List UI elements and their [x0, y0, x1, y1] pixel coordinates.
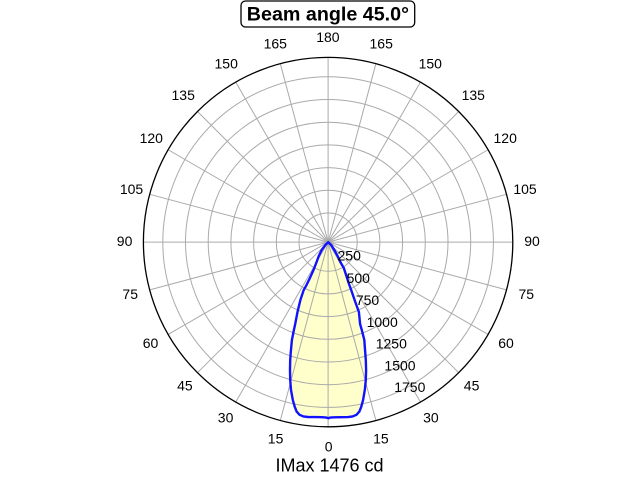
- svg-text:500: 500: [347, 270, 371, 286]
- svg-text:30: 30: [423, 409, 439, 425]
- svg-text:135: 135: [462, 87, 486, 103]
- svg-text:90: 90: [524, 233, 540, 249]
- svg-text:150: 150: [215, 55, 239, 71]
- svg-text:120: 120: [140, 130, 164, 146]
- svg-text:15: 15: [373, 431, 389, 447]
- svg-text:30: 30: [218, 409, 234, 425]
- svg-text:0: 0: [325, 439, 333, 455]
- svg-text:135: 135: [172, 87, 196, 103]
- svg-text:90: 90: [117, 233, 133, 249]
- svg-text:45: 45: [464, 377, 480, 393]
- svg-text:45: 45: [177, 377, 193, 393]
- svg-text:250: 250: [338, 247, 362, 263]
- svg-text:60: 60: [143, 335, 159, 351]
- svg-text:120: 120: [494, 130, 518, 146]
- svg-text:IMax 1476 cd: IMax 1476 cd: [275, 455, 383, 475]
- svg-text:165: 165: [370, 35, 394, 51]
- svg-text:750: 750: [356, 292, 380, 308]
- svg-text:75: 75: [519, 286, 535, 302]
- svg-text:1000: 1000: [367, 314, 398, 330]
- svg-text:1500: 1500: [384, 357, 415, 373]
- svg-text:1250: 1250: [376, 336, 407, 352]
- svg-text:Beam angle 45.0°: Beam angle 45.0°: [247, 4, 409, 26]
- svg-text:1750: 1750: [394, 379, 425, 395]
- svg-text:105: 105: [513, 181, 537, 197]
- svg-text:150: 150: [419, 55, 443, 71]
- svg-text:180: 180: [316, 29, 340, 45]
- svg-text:15: 15: [268, 431, 284, 447]
- svg-text:75: 75: [122, 286, 138, 302]
- svg-text:60: 60: [498, 335, 514, 351]
- svg-text:105: 105: [120, 181, 144, 197]
- svg-text:165: 165: [264, 35, 288, 51]
